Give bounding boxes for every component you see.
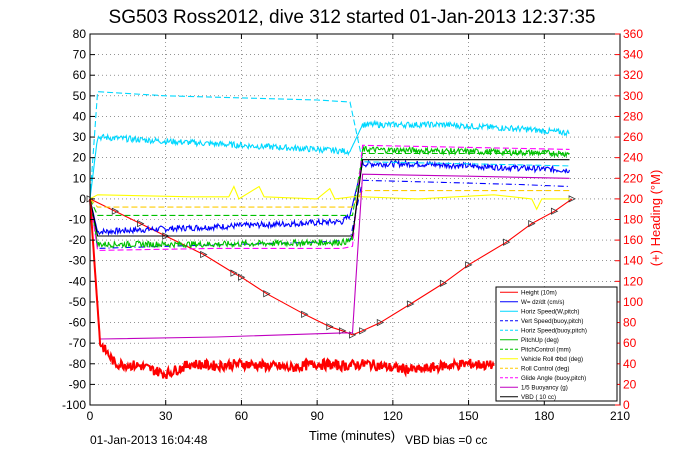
y-right-tick-label: 180	[623, 213, 643, 227]
series-line	[89, 198, 495, 380]
footer-timestamp: 01-Jan-2013 16:04:48	[90, 433, 208, 447]
x-tick-label: 120	[383, 409, 403, 423]
series-line	[89, 145, 570, 249]
y-left-tick-label: 30	[73, 130, 87, 144]
y-left-tick-label: -50	[69, 295, 87, 309]
chart-title: SG503 Ross2012, dive 312 started 01-Jan-…	[109, 7, 596, 28]
y-right-tick-label: 340	[623, 48, 643, 62]
y-right-tick-label: 220	[623, 171, 643, 185]
y-left-tick-label: -80	[69, 357, 87, 371]
grid-lines	[90, 34, 620, 405]
y-left-tick-label: -100	[62, 398, 86, 412]
legend-label: W= dz/dt (cm/s)	[521, 299, 565, 306]
series-line	[89, 152, 570, 216]
legend-label: 1/5 Buoyancy (g)	[521, 384, 568, 391]
series-marker	[376, 318, 385, 327]
series-marker	[550, 207, 559, 215]
x-axis-label: Time (minutes)	[309, 428, 395, 443]
y-left-tick-label: -10	[69, 213, 87, 227]
y-right-tick-label: 200	[623, 192, 643, 206]
y-right-tick-label: 260	[623, 130, 643, 144]
y-left-tick-label: -70	[69, 336, 87, 350]
series-marker	[503, 238, 511, 246]
y-left-tick-label: 80	[73, 27, 87, 41]
series-marker	[301, 310, 309, 318]
series-marker	[528, 219, 536, 228]
legend-label: Vehicle Roll Φbd (deg)	[521, 356, 583, 363]
series-line	[89, 91, 570, 199]
series-marker	[137, 219, 145, 228]
legend-label: PitchUp (deg)	[521, 337, 559, 344]
x-tick-label: 150	[459, 409, 479, 423]
legend: Height (10m) W= dz/dt (cm/s) Horiz Speed(W…	[495, 286, 618, 402]
legend-label: Height (10m)	[521, 289, 557, 296]
y-right-tick-label: 0	[623, 398, 630, 412]
x-tick-label: 180	[534, 409, 554, 423]
y-left-tick-label: -90	[69, 377, 87, 391]
y-right-tick-label: 160	[623, 233, 643, 247]
x-tick-label: 210	[610, 409, 630, 423]
x-tick-label: 0	[87, 409, 94, 423]
series-marker	[439, 279, 448, 288]
x-tick-label: 30	[159, 409, 173, 423]
series-marker	[359, 327, 367, 335]
legend-box	[495, 286, 618, 402]
y-right-tick-label: 60	[623, 336, 637, 350]
right-axis-label: (+) Heading (°M)	[648, 170, 663, 267]
y-right-tick-label: 300	[623, 89, 643, 103]
y-right-tick-label: 320	[623, 68, 643, 82]
x-tick-label: 60	[235, 409, 249, 423]
series-marker	[338, 327, 347, 335]
y-right-tick-label: 280	[623, 109, 643, 123]
legend-label: Glide Angle (buoy,pitch)	[521, 375, 586, 382]
legend-label: VBD ( 10 cc)	[521, 394, 556, 401]
series-marker	[238, 273, 246, 281]
legend-label: Vert Speed(buoy,pitch)	[521, 318, 583, 325]
y-right-tick-label: 100	[623, 295, 643, 309]
legend-label: Horiz Speed(buoy,pitch)	[521, 327, 587, 334]
y-right-tick-label: 360	[623, 27, 643, 41]
series-line	[89, 119, 570, 199]
footer-vbd-bias: VBD bias =0 cc	[405, 433, 487, 447]
y-right-tick-label: 80	[623, 316, 637, 330]
y-right-tick-label: 40	[623, 357, 637, 371]
legend-label: PitchControl (mm)	[521, 346, 571, 353]
y-right-tick-label: 140	[623, 254, 643, 268]
y-left-tick-label: 60	[73, 68, 87, 82]
series-line	[89, 159, 571, 237]
legend-label: Horiz Speed(W,pitch)	[521, 308, 579, 315]
y-left-tick-label: 40	[73, 109, 87, 123]
y-left-tick-label: 0	[79, 192, 86, 206]
y-left-tick-label: -60	[69, 316, 87, 330]
series-marker	[230, 269, 238, 277]
series-line	[89, 159, 570, 237]
series-marker	[200, 250, 208, 259]
y-left-tick-label: 70	[73, 48, 87, 62]
y-right-tick-label: 120	[623, 274, 643, 288]
y-right-tick-label: 20	[623, 377, 637, 391]
legend-label: Roll Control (deg)	[521, 365, 570, 372]
y-left-tick-label: 20	[73, 151, 87, 165]
series-marker	[326, 323, 334, 331]
y-left-tick-label: 10	[73, 171, 87, 185]
series-marker	[111, 207, 120, 215]
series-line	[89, 190, 570, 208]
series-marker	[407, 300, 415, 308]
y-left-tick-label: 50	[73, 89, 87, 103]
series-marker	[263, 290, 271, 298]
y-left-tick-label: -30	[69, 254, 87, 268]
series-line	[89, 185, 570, 211]
series-line	[89, 144, 570, 251]
series-line	[89, 198, 573, 336]
y-left-tick-label: -40	[69, 274, 87, 288]
series-layer	[86, 91, 576, 380]
y-right-tick-label: 240	[623, 151, 643, 165]
series-line	[89, 173, 570, 340]
series-marker	[465, 261, 473, 269]
y-left-tick-label: -20	[69, 233, 87, 247]
x-tick-label: 90	[310, 409, 324, 423]
